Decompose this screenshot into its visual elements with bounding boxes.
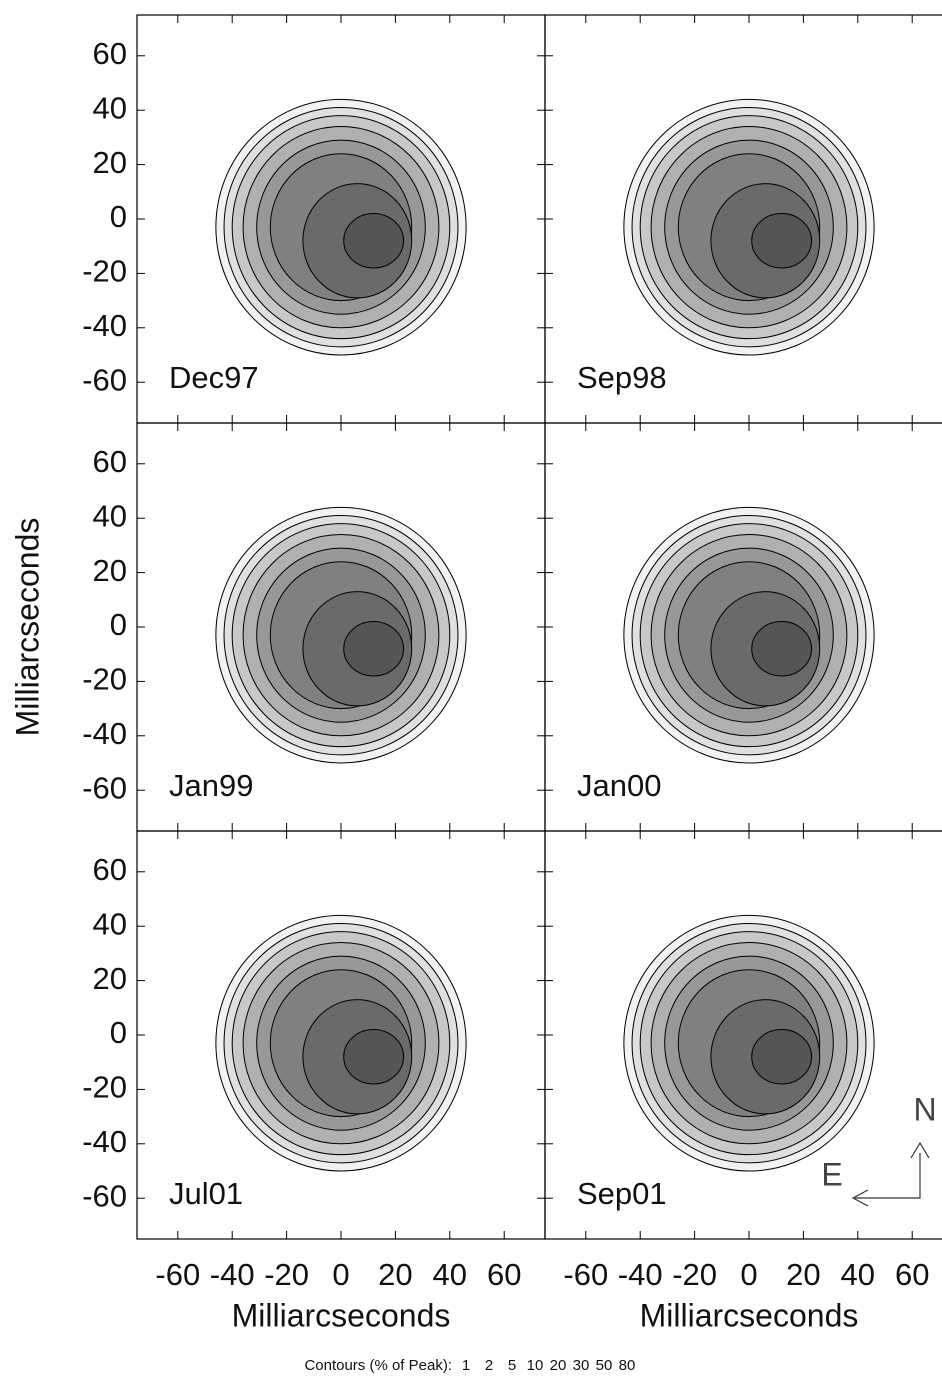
contour-level: 5	[508, 1357, 516, 1374]
compass-north: N	[913, 1091, 936, 1127]
panel: Sep01	[545, 831, 942, 1239]
page: N E Milliarcseconds Milliarcseconds Mill…	[0, 0, 942, 1376]
panel-label: Sep98	[577, 360, 667, 395]
contour	[752, 622, 812, 676]
contour-group	[216, 99, 466, 355]
contour	[344, 622, 404, 676]
panel: Jan00	[545, 423, 942, 831]
panel: Sep98	[545, 15, 942, 423]
contour-group	[624, 99, 874, 355]
y-tick-label: -60	[82, 770, 127, 805]
x-tick-label: 0	[332, 1257, 349, 1292]
x-tick-label: -40	[618, 1257, 663, 1292]
y-tick-label: 0	[110, 199, 127, 234]
y-tick-label: 40	[93, 498, 127, 533]
y-tick-label: 20	[93, 553, 127, 588]
x-tick-label: 20	[786, 1257, 820, 1292]
x-axis-label: Milliarcseconds	[640, 1297, 859, 1333]
contour-level: 1	[462, 1357, 470, 1374]
x-tick-label: 60	[895, 1257, 929, 1292]
contour	[344, 1030, 404, 1084]
contour-level: 30	[573, 1357, 590, 1374]
y-tick-label: -40	[82, 716, 127, 751]
panel-label: Dec97	[169, 360, 259, 395]
x-tick-label: 40	[841, 1257, 875, 1292]
y-tick-label: -60	[82, 362, 127, 397]
x-tick-label: 0	[740, 1257, 757, 1292]
y-tick-label: -40	[82, 308, 127, 343]
y-tick-label: 40	[93, 90, 127, 125]
contour-level: 20	[550, 1357, 567, 1374]
y-tick-label: -20	[82, 1070, 127, 1105]
y-axis-label: Milliarcseconds	[9, 518, 45, 737]
y-tick-label: 40	[93, 906, 127, 941]
x-tick-label: 20	[378, 1257, 412, 1292]
x-tick-label: -20	[672, 1257, 717, 1292]
y-tick-label: 20	[93, 961, 127, 996]
contour-level: 50	[596, 1357, 613, 1374]
panel: Jul01	[137, 831, 545, 1239]
contour	[752, 1030, 812, 1084]
x-axis-label: Milliarcseconds	[232, 1297, 451, 1333]
compass	[853, 1143, 929, 1206]
x-tick-label: 60	[487, 1257, 521, 1292]
contour-group	[216, 507, 466, 763]
panel-label: Jan00	[577, 768, 661, 803]
contour-note: Contours (% of Peak):	[304, 1357, 452, 1374]
contour-level: 80	[619, 1357, 636, 1374]
compass-east: E	[821, 1156, 842, 1192]
y-tick-label: 0	[110, 1015, 127, 1050]
figure: N E Milliarcseconds Milliarcseconds Mill…	[0, 0, 942, 1376]
panel: Dec97	[137, 15, 545, 423]
contour-level: 10	[527, 1357, 544, 1374]
contour-group	[216, 915, 466, 1171]
panel-label: Jul01	[169, 1176, 243, 1211]
contour-group	[624, 915, 874, 1171]
y-tick-label: 20	[93, 145, 127, 180]
y-tick-label: 0	[110, 607, 127, 642]
x-tick-label: -60	[563, 1257, 608, 1292]
panel: Jan99	[137, 423, 545, 831]
panel-label: Jan99	[169, 768, 253, 803]
y-tick-label: 60	[93, 36, 127, 71]
panel-label: Sep01	[577, 1176, 667, 1211]
y-tick-label: 60	[93, 852, 127, 887]
x-tick-label: -20	[264, 1257, 309, 1292]
x-tick-label: -60	[155, 1257, 200, 1292]
contour-level: 2	[485, 1357, 493, 1374]
contour-group	[624, 507, 874, 763]
y-tick-label: -20	[82, 662, 127, 697]
y-tick-label: -40	[82, 1124, 127, 1159]
contour	[344, 214, 404, 268]
y-tick-label: 60	[93, 444, 127, 479]
x-tick-label: 40	[433, 1257, 467, 1292]
y-tick-label: -60	[82, 1178, 127, 1213]
x-tick-label: -40	[210, 1257, 255, 1292]
contour	[752, 214, 812, 268]
y-tick-label: -20	[82, 254, 127, 289]
